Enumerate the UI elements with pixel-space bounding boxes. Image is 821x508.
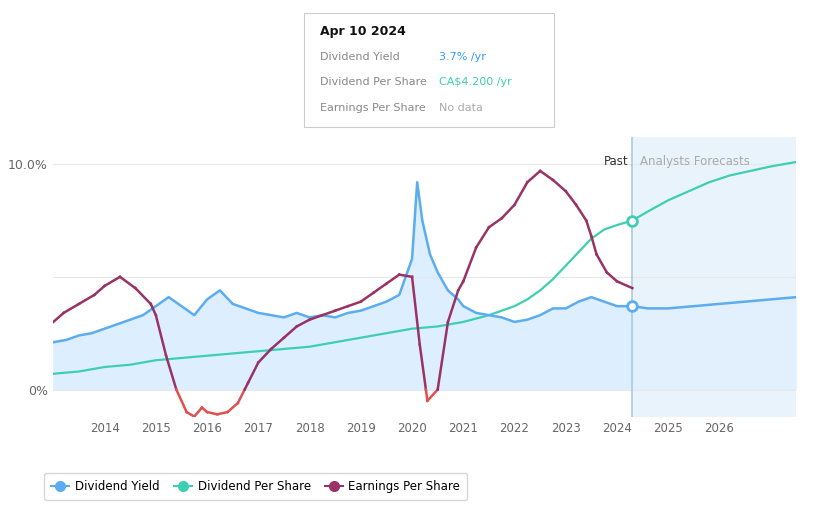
Text: Analysts Forecasts: Analysts Forecasts [640, 155, 750, 168]
Text: Apr 10 2024: Apr 10 2024 [320, 24, 406, 38]
Text: Dividend Per Share: Dividend Per Share [320, 77, 427, 87]
Text: 3.7% /yr: 3.7% /yr [439, 52, 486, 62]
Text: CA$4.200 /yr: CA$4.200 /yr [439, 77, 512, 87]
Text: Earnings Per Share: Earnings Per Share [320, 103, 426, 113]
Bar [632, 137, 796, 417]
Legend: Dividend Yield, Dividend Per Share, Earnings Per Share: Dividend Yield, Dividend Per Share, Earn… [44, 473, 467, 500]
Text: Dividend Yield: Dividend Yield [320, 52, 400, 62]
Text: Past: Past [603, 155, 628, 168]
Text: No data: No data [439, 103, 483, 113]
